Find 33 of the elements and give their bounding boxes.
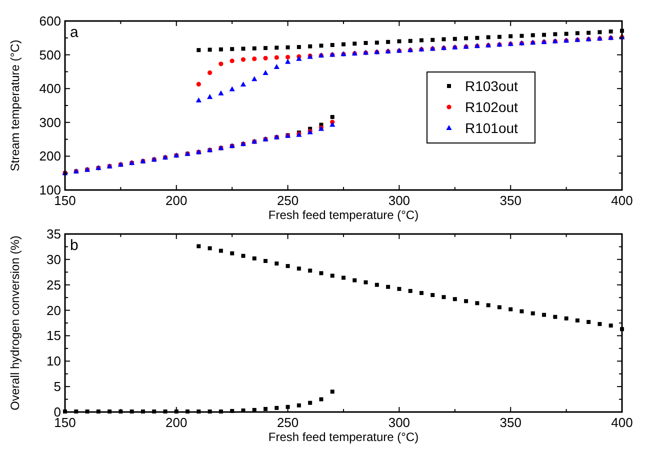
y-tick-label: 200 — [39, 148, 61, 164]
x-axis-title: Fresh feed temperature (°C) — [268, 208, 419, 222]
x-tick-label: 350 — [500, 415, 522, 430]
annotation: b — [70, 237, 78, 254]
x-tick-label: 400 — [611, 415, 633, 430]
x-tick-label: 200 — [166, 415, 188, 430]
y-axis-title: Stream temperature (°C) — [8, 40, 22, 172]
x-axis-title: Fresh feed temperature (°C) — [268, 430, 419, 444]
y-tick-label: 10 — [46, 354, 61, 369]
y-tick-label: 300 — [39, 114, 61, 130]
y-tick-label: 15 — [46, 328, 61, 344]
y-tick-label: 25 — [46, 277, 61, 292]
y-tick-label: 0 — [54, 404, 61, 420]
x-tick-label: 300 — [388, 193, 410, 208]
x-tick-label: 250 — [276, 415, 299, 430]
legend-label: R103out — [465, 78, 518, 94]
x-tick-label: 400 — [611, 193, 633, 208]
legend-label: R102out — [465, 99, 518, 115]
y-tick-label: 5 — [54, 379, 61, 394]
y-tick-label: 35 — [46, 226, 61, 242]
x-tick-label: 250 — [276, 193, 299, 208]
x-tick-label: 350 — [500, 193, 522, 208]
y-tick-label: 500 — [39, 47, 61, 62]
x-tick-label: 300 — [388, 415, 410, 430]
y-tick-label: 600 — [39, 14, 61, 28]
legend-label: R101out — [465, 120, 518, 136]
y-axis-title: Overall hydrogen conversion (%) — [8, 236, 22, 410]
y-tick-label: 100 — [39, 182, 61, 198]
x-tick-label: 200 — [166, 193, 188, 208]
annotation: a — [70, 24, 79, 41]
y-tick-label: 400 — [39, 81, 61, 96]
y-tick-label: 30 — [46, 252, 61, 267]
y-tick-label: 20 — [46, 302, 61, 318]
